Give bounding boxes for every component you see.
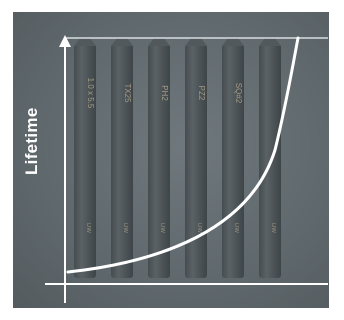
bit-5: SQ#2 DW [222,38,244,278]
bit-tip [185,38,207,46]
bit-brand-mark: DW [122,223,128,233]
bit-6: DW [259,38,281,278]
bit-tip [259,38,281,46]
bit-4: PZ2 DW [185,38,207,278]
screwdriver-bits: 1.0 x 5.5 DW TX25 DW PH2 DW PZ2 DW SQ#2 DW DW [74,38,281,278]
bit-size-label: TX25 [123,83,132,103]
bit-shaft [111,44,133,278]
bit-3: PH2 DW [148,38,170,278]
bit-size-label: SQ#2 [234,83,243,104]
bit-shaft [185,44,207,278]
y-axis-arrowhead [59,35,71,47]
bit-brand-mark: DW [159,223,165,233]
bit-size-label: PH2 [160,85,169,101]
bit-shaft [74,44,96,278]
bit-brand-mark: DW [85,223,91,233]
bit-tip [74,38,96,46]
bit-1: 1.0 x 5.5 DW [74,38,96,278]
bit-brand-mark: DW [196,223,202,233]
bit-brand-mark: DW [270,223,276,233]
bit-tip [111,38,133,46]
bit-brand-mark: DW [233,223,239,233]
bit-2: TX25 DW [111,38,133,278]
bit-shaft [222,44,244,278]
bit-size-label: 1.0 x 5.5 [86,78,95,109]
bit-size-label: PZ2 [197,86,206,101]
y-axis-label: Lifetime [22,107,41,175]
bit-shaft [148,44,170,278]
lifetime-curve [66,36,300,274]
bit-tip [148,38,170,46]
bit-tip [222,38,244,46]
